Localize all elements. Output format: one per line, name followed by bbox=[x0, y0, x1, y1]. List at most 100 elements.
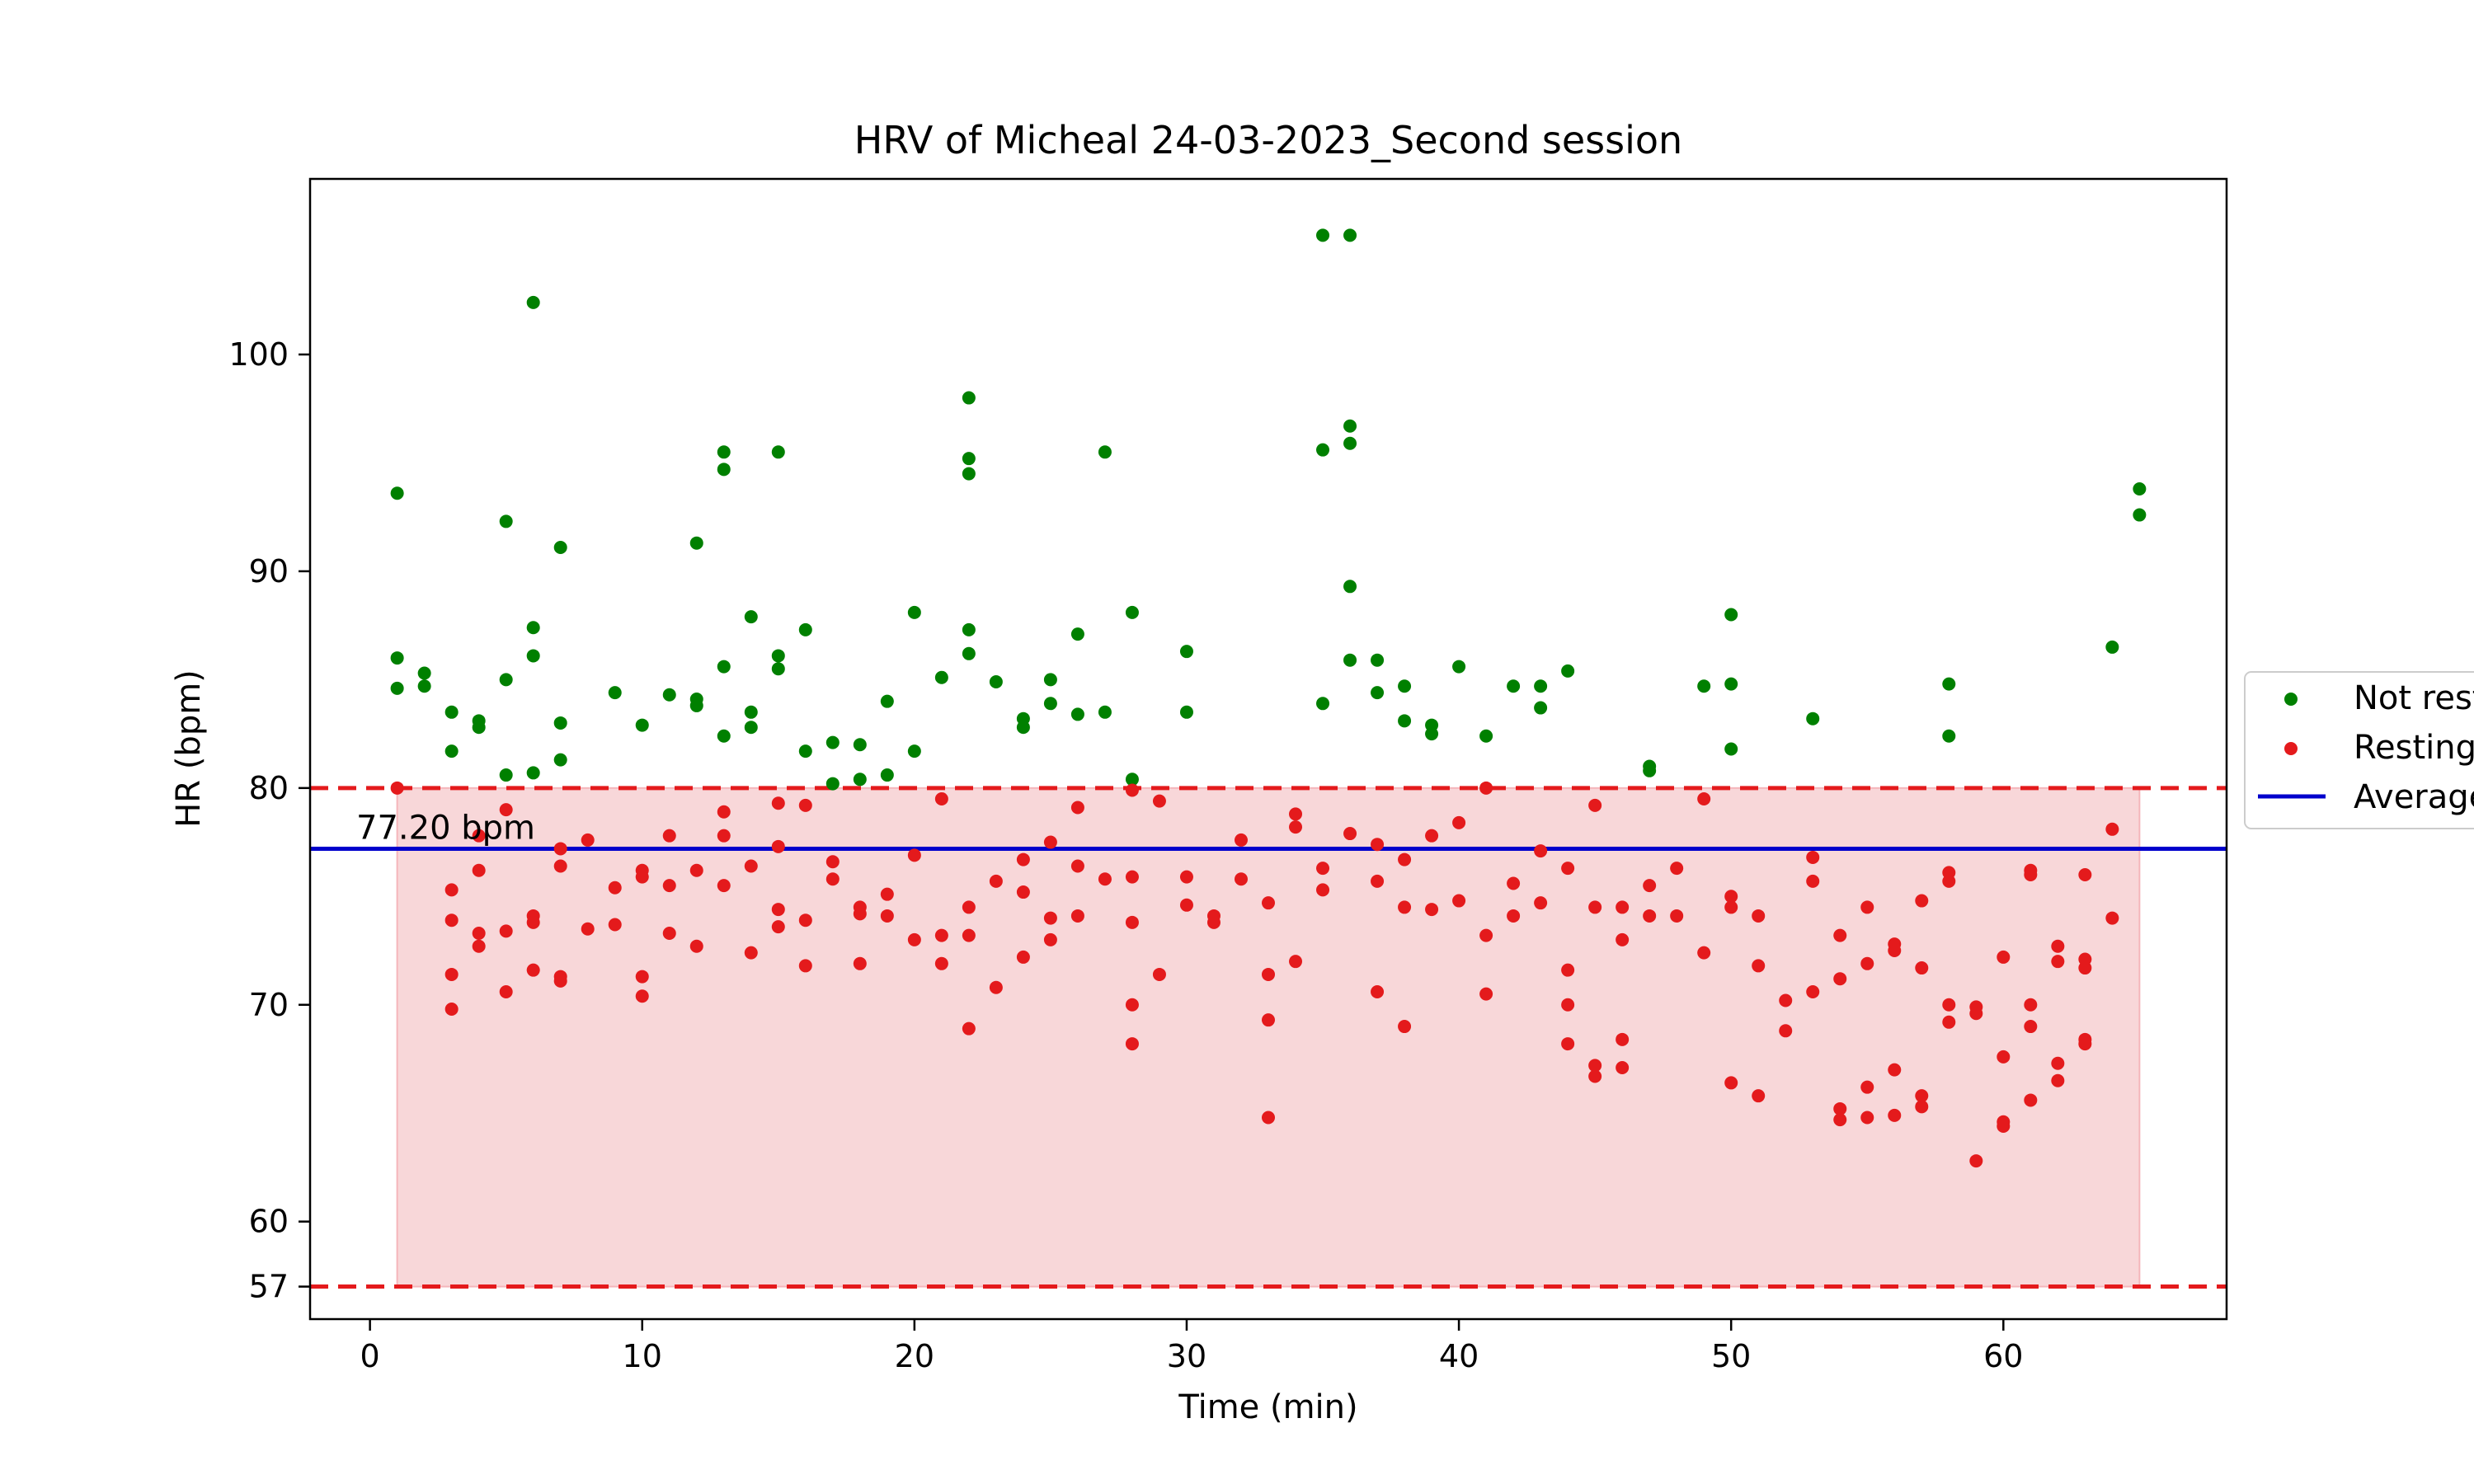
resting-point bbox=[444, 883, 459, 897]
resting-point bbox=[744, 946, 758, 960]
x-axis: 0 10 20 30 40 50 60 bbox=[360, 1319, 2023, 1374]
y-tick-label: 90 bbox=[249, 553, 289, 589]
resting-point bbox=[1697, 791, 1711, 805]
not-resting-point bbox=[1398, 679, 1412, 693]
resting-point bbox=[1070, 859, 1084, 873]
resting-point bbox=[1724, 1076, 1738, 1090]
not-resting-point bbox=[553, 753, 567, 767]
resting-point bbox=[1479, 781, 1493, 795]
legend-box bbox=[2244, 671, 2474, 829]
not-resting-point bbox=[934, 670, 948, 684]
not-resting-point bbox=[417, 679, 431, 693]
resting-point bbox=[1670, 862, 1684, 876]
resting-point bbox=[962, 1021, 976, 1036]
not-resting-point bbox=[662, 688, 676, 702]
resting-point bbox=[1262, 896, 1275, 910]
not-resting-point bbox=[744, 705, 758, 719]
resting-point bbox=[1561, 998, 1575, 1012]
plot-frame bbox=[308, 177, 2228, 1321]
not-resting-point bbox=[1343, 419, 1357, 433]
resting-point bbox=[1016, 852, 1030, 866]
resting-point bbox=[1179, 898, 1193, 912]
not-resting-point bbox=[1343, 653, 1357, 667]
x-tick-label: 20 bbox=[895, 1338, 934, 1374]
not-resting-point bbox=[1534, 679, 1548, 693]
not-resting-point bbox=[444, 744, 459, 758]
resting-point bbox=[1969, 1154, 1983, 1168]
resting-point bbox=[1997, 1119, 2011, 1133]
resting-point bbox=[1234, 872, 1248, 886]
resting-point bbox=[1534, 844, 1548, 858]
resting-point bbox=[1343, 827, 1357, 841]
resting-point bbox=[1915, 1100, 1929, 1114]
resting-point bbox=[1997, 950, 2011, 964]
resting-point bbox=[1915, 961, 1929, 975]
x-tick-label: 30 bbox=[1167, 1338, 1206, 1374]
not-resting-point bbox=[1043, 697, 1057, 711]
not-resting-point bbox=[2133, 481, 2147, 495]
resting-point bbox=[472, 863, 486, 877]
resting-point bbox=[1479, 987, 1493, 1001]
resting-point bbox=[1316, 862, 1330, 876]
resting-point bbox=[1043, 932, 1057, 946]
resting-point bbox=[1833, 972, 1847, 986]
resting-point bbox=[1479, 928, 1493, 942]
not-resting-point bbox=[1942, 677, 1956, 691]
resting-point bbox=[2051, 955, 2065, 969]
resting-point bbox=[499, 803, 513, 817]
resting-point bbox=[1125, 1037, 1139, 1051]
resting-point bbox=[1316, 883, 1330, 897]
not-resting-point bbox=[717, 660, 731, 674]
resting-point bbox=[1507, 909, 1521, 923]
resting-point bbox=[499, 984, 513, 998]
resting-point bbox=[1452, 815, 1466, 829]
resting-point bbox=[662, 829, 676, 843]
resting-point bbox=[1942, 998, 1956, 1012]
resting-point bbox=[962, 928, 976, 942]
resting-point bbox=[635, 989, 649, 1003]
not-resting-point bbox=[853, 773, 867, 787]
resting-point bbox=[390, 781, 404, 795]
not-resting-point bbox=[825, 735, 840, 749]
not-resting-point bbox=[499, 514, 513, 528]
resting-point bbox=[1043, 835, 1057, 849]
not-resting-point bbox=[717, 463, 731, 477]
resting-point bbox=[472, 829, 486, 843]
resting-point bbox=[1752, 959, 1766, 973]
resting-point bbox=[1860, 956, 1874, 970]
not-resting-point bbox=[1343, 580, 1357, 594]
resting-point bbox=[1616, 900, 1630, 914]
resting-point bbox=[1969, 1007, 1983, 1021]
resting-point bbox=[1724, 900, 1738, 914]
resting-point bbox=[1371, 984, 1385, 998]
not-resting-point bbox=[1724, 677, 1738, 691]
legend-label-not-resting: Not resting bbox=[2354, 679, 2474, 717]
resting-point bbox=[798, 798, 812, 812]
resting-point bbox=[744, 859, 758, 873]
not-resting-point bbox=[526, 621, 540, 635]
y-tick-label: 100 bbox=[228, 336, 289, 373]
resting-point bbox=[825, 872, 840, 886]
resting-point bbox=[989, 874, 1003, 888]
resting-point bbox=[1643, 879, 1657, 893]
not-resting-point bbox=[2133, 508, 2147, 522]
not-resting-point bbox=[1643, 763, 1657, 777]
not-resting-point bbox=[1125, 773, 1139, 787]
not-resting-point bbox=[1371, 653, 1385, 667]
not-resting-point bbox=[1534, 701, 1548, 715]
not-resting-point bbox=[1316, 697, 1330, 711]
resting-point bbox=[1561, 963, 1575, 977]
resting-point bbox=[472, 939, 486, 953]
resting-point bbox=[907, 848, 921, 862]
not-resting-point bbox=[608, 686, 622, 700]
resting-point bbox=[1262, 1013, 1275, 1027]
resting-point bbox=[608, 918, 622, 932]
resting-point bbox=[2024, 1093, 2038, 1107]
resting-point bbox=[1206, 915, 1221, 929]
resting-point bbox=[1942, 1015, 1956, 1029]
y-tick-label: 60 bbox=[249, 1204, 289, 1240]
resting-point bbox=[1425, 829, 1439, 843]
resting-point bbox=[1806, 850, 1820, 864]
resting-point bbox=[553, 859, 567, 873]
